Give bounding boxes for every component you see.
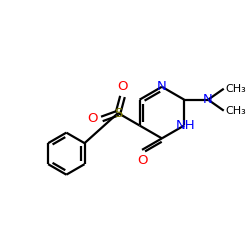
- Text: CH₃: CH₃: [226, 106, 246, 116]
- Text: N: N: [157, 80, 167, 93]
- Text: S: S: [114, 106, 122, 120]
- Text: N: N: [203, 93, 213, 106]
- Text: O: O: [137, 154, 147, 167]
- Text: NH: NH: [175, 119, 195, 132]
- Text: O: O: [88, 112, 98, 126]
- Text: CH₃: CH₃: [226, 84, 246, 94]
- Text: O: O: [117, 80, 128, 93]
